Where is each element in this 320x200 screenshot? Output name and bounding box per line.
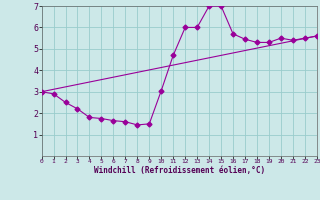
- X-axis label: Windchill (Refroidissement éolien,°C): Windchill (Refroidissement éolien,°C): [94, 166, 265, 175]
